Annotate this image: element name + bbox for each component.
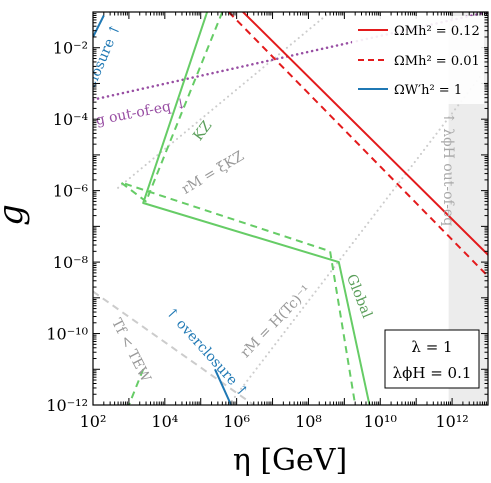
x-axis-label: η [GeV] xyxy=(233,443,347,478)
legend-entry-1: ΩMh² = 0.01 xyxy=(394,54,480,69)
y-tick-label-5: 10⁻² xyxy=(53,39,88,58)
annotation-8: ↑ λϕH out-of-eq xyxy=(440,112,456,226)
series-grey-tew xyxy=(93,290,255,405)
series-blue-top xyxy=(93,15,105,38)
y-tick-label-1: 10⁻¹⁰ xyxy=(46,325,88,344)
y-tick-label-3: 10⁻⁶ xyxy=(53,182,88,201)
y-tick-label-4: 10⁻⁴ xyxy=(53,110,88,129)
legend: ΩMh² = 0.12 ΩMh² = 0.01 ΩW′h² = 1 xyxy=(352,16,484,104)
annotation-7: ↑ overclosure ↑ xyxy=(162,304,251,401)
x-tick-label-4: 10¹⁰ xyxy=(364,412,397,431)
parameter-lambda: λ = 1 xyxy=(411,338,452,356)
tick-label-layer: 10² 10⁴ 10⁶ 10⁸ 10¹⁰ 10¹² 10⁻¹² 10⁻¹⁰ 10⁻⁸ 10⁻⁶ 10… xyxy=(46,39,468,431)
parameter-box-frame xyxy=(384,329,480,389)
y-tick-label-0: 10⁻¹² xyxy=(46,396,88,415)
legend-entry-2: ΩW′h² = 1 xyxy=(394,83,462,98)
x-tick-label-5: 10¹² xyxy=(435,412,468,431)
series-red-solid xyxy=(242,12,488,256)
x-tick-label-1: 10⁴ xyxy=(151,412,178,431)
x-tick-label-3: 10⁸ xyxy=(295,412,322,431)
series-grey-kz xyxy=(117,12,332,189)
series-green-dashed-left xyxy=(127,368,145,405)
plot-frame xyxy=(92,11,489,406)
series-blue-bottom xyxy=(214,368,233,405)
x-tick-label-0: 10² xyxy=(80,412,107,431)
parameter-lambda-phih: λϕH = 0.1 xyxy=(393,364,472,382)
annotation-5: rM = H(Tc)⁻¹ xyxy=(238,282,315,361)
annotation-1: ↓ g out-of-eq ↓ xyxy=(79,96,189,132)
y-axis-label: g xyxy=(0,204,31,226)
annotation-2: KZ xyxy=(190,118,215,144)
series-red-dashed xyxy=(227,12,488,278)
x-tick-label-2: 10⁶ xyxy=(223,412,250,431)
series-green-solid xyxy=(142,12,371,405)
tick-layer xyxy=(92,11,489,406)
series-green-dashed xyxy=(119,12,357,405)
annotation-3: rM = ξKZ xyxy=(179,148,247,198)
annotation-6: Tf < TEW xyxy=(108,316,154,385)
series-grey-hubble xyxy=(227,65,488,405)
y-tick-label-2: 10⁻⁸ xyxy=(53,253,88,272)
parameter-box: λ = 1 λϕH = 0.1 xyxy=(384,329,480,389)
annotation-4: Global xyxy=(343,272,375,321)
legend-entry-0: ΩMh² = 0.12 xyxy=(394,24,480,39)
